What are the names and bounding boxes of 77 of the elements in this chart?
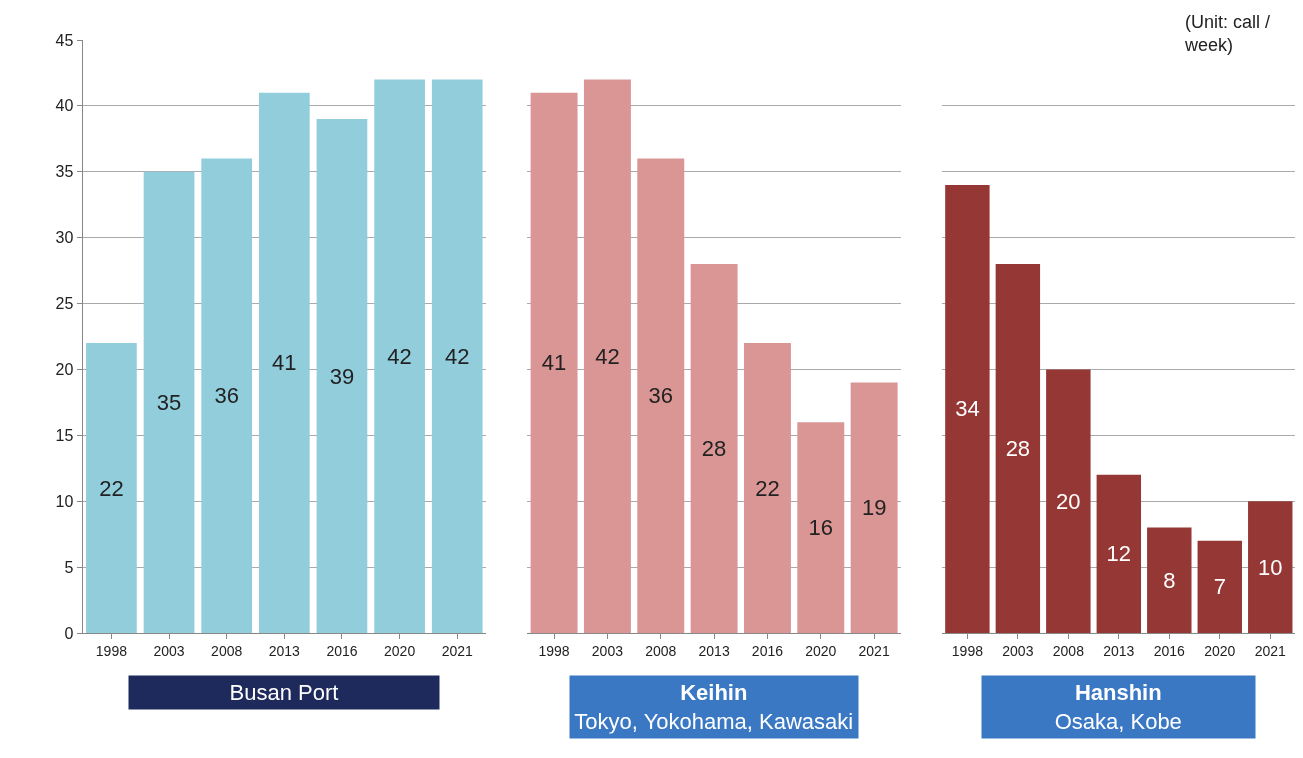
x-tick-label: 2021 (1254, 642, 1287, 659)
data-label: 10 (1258, 554, 1283, 580)
data-label: 16 (808, 515, 834, 541)
y-tick-label: 45 (55, 31, 74, 49)
data-label: 42 (445, 343, 470, 369)
y-tick-label: 15 (55, 426, 74, 444)
x-tick-label: 1998 (951, 642, 984, 659)
x-tick-label: 2020 (384, 642, 416, 659)
x-tick-label: 2020 (1204, 642, 1236, 659)
bar (374, 79, 425, 633)
y-tick-label: 25 (55, 295, 74, 313)
y-tick-label: 30 (55, 229, 74, 247)
bar (850, 382, 898, 633)
x-axis-title: Keihin Tokyo, Yokohama, Kawasaki (574, 680, 854, 734)
data-label: 8 (1163, 567, 1176, 593)
y-tick-label: 35 (55, 163, 74, 181)
data-label: 19 (861, 495, 887, 521)
y-tick-label: 10 (55, 492, 74, 510)
y-tick-label: 20 (55, 361, 74, 379)
bar (1096, 474, 1142, 633)
x-tick-label: 2008 (211, 642, 243, 659)
data-label: 22 (755, 475, 780, 501)
data-label: 42 (387, 343, 412, 369)
bar (86, 343, 137, 633)
data-label: 28 (701, 436, 727, 462)
data-label: 12 (1106, 541, 1132, 567)
x-tick-label: 2016 (1153, 642, 1186, 659)
x-tick-label: 1998 (538, 642, 570, 659)
data-label: 34 (955, 396, 980, 422)
bar (1147, 527, 1192, 633)
bar (1046, 369, 1091, 633)
data-label: 36 (648, 383, 673, 409)
bar (637, 158, 685, 633)
x-axis-title: Hanshin Osaka, Kobe (1054, 680, 1182, 734)
x-tick-label: 2008 (645, 642, 677, 659)
bar (143, 171, 195, 633)
data-label: 20 (1056, 488, 1081, 514)
bar (1197, 540, 1242, 633)
data-label: 41 (272, 350, 297, 376)
bar (797, 422, 845, 633)
bar (743, 343, 791, 633)
data-label: 41 (541, 350, 567, 376)
data-label: 36 (214, 383, 239, 409)
x-tick-label: 2016 (326, 642, 358, 659)
bar (201, 158, 253, 633)
data-label: 35 (156, 389, 182, 415)
y-tick-label: 40 (55, 97, 74, 115)
annotation: (Unit: call / week) (1184, 12, 1271, 56)
x-tick-label: 2013 (268, 642, 301, 659)
x-tick-label: 1998 (95, 642, 128, 659)
x-tick-label: 2013 (698, 642, 730, 659)
bar (690, 264, 738, 633)
bar (258, 92, 310, 633)
data-label: 22 (99, 475, 124, 501)
data-label: 7 (1213, 574, 1226, 600)
x-tick-label: 2003 (153, 642, 185, 659)
y-tick-label: 0 (64, 624, 74, 642)
bar (316, 119, 368, 633)
x-tick-label: 2003 (591, 642, 624, 659)
data-label: 42 (595, 343, 620, 369)
bar (583, 79, 631, 633)
bar (431, 79, 483, 633)
y-tick-label: 5 (64, 558, 74, 576)
x-axis-title: Busan Port (229, 680, 339, 705)
data-label: 28 (1005, 436, 1031, 462)
x-tick-label: 2003 (1002, 642, 1034, 659)
x-tick-label: 2020 (805, 642, 837, 659)
bar (945, 184, 990, 633)
x-tick-label: 2008 (1052, 642, 1085, 659)
bar (1248, 501, 1293, 633)
data-label: 39 (329, 363, 355, 389)
x-tick-label: 2021 (441, 642, 474, 659)
x-tick-label: 2021 (858, 642, 890, 659)
bar (995, 264, 1041, 633)
x-tick-label: 2013 (1103, 642, 1135, 659)
x-tick-label: 2016 (751, 642, 784, 659)
bar (530, 92, 578, 633)
